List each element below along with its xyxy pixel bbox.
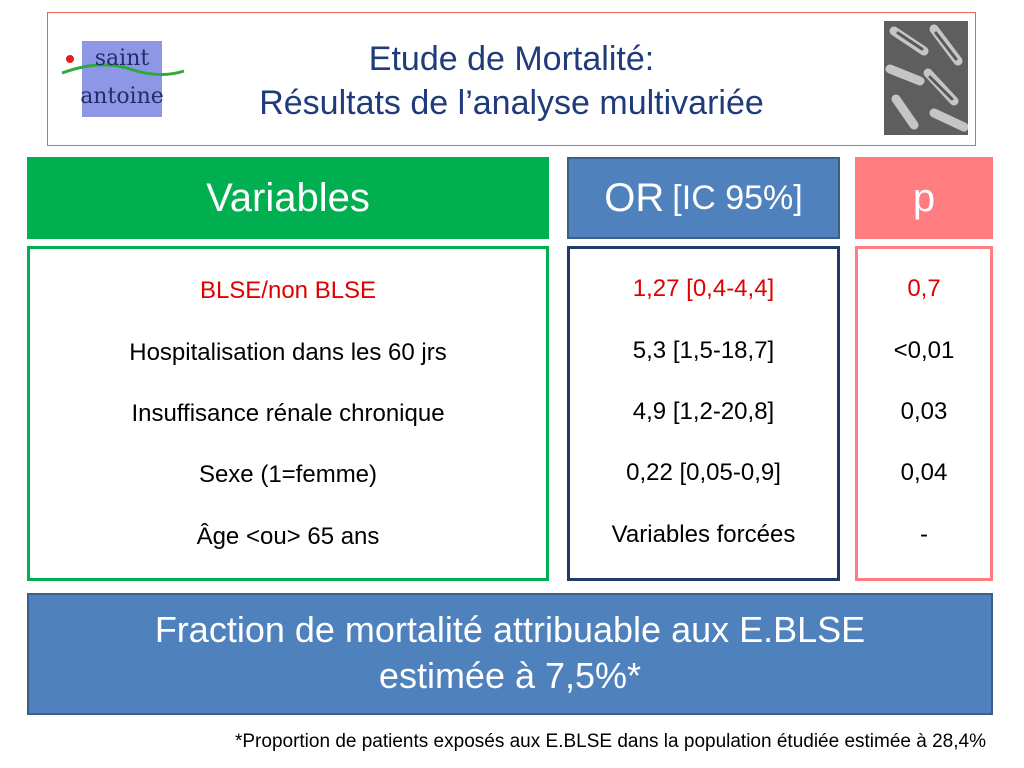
saint-antoine-logo: saint antoine [60, 41, 188, 121]
or-cell-2: 5,3 [1,5-18,7] [632, 337, 775, 364]
variables-column: BLSE/non BLSE Hospitalisation dans les 6… [27, 246, 549, 581]
variable-cell-5: Âge <ou> 65 ans [196, 523, 380, 550]
footnote: *Proportion de patients exposés aux E.BL… [234, 731, 986, 752]
title-box: saint antoine Etude de Mortalité: Résult… [47, 12, 976, 146]
result-line-2: estimée à 7,5%* [378, 655, 642, 696]
or-cell-3: 4,9 [1,2-20,8] [632, 398, 775, 425]
variables-header-label: Variables [206, 175, 370, 220]
p-cell-5: - [920, 521, 928, 548]
or-header-ci: [IC 95%] [672, 178, 803, 217]
p-cell-2: <0,01 [893, 337, 955, 364]
or-cell-1: 1,27 [0,4-4,4] [632, 275, 775, 302]
or-cell-4: 0,22 [0,05-0,9] [626, 459, 781, 486]
bacteria-photo [884, 21, 968, 135]
or-header: OR [IC 95%] [567, 157, 840, 239]
variable-cell-1: BLSE/non BLSE [199, 277, 377, 304]
p-cell-1: 0,7 [907, 275, 941, 302]
title-line-2: Résultats de l’analyse multivariée [259, 84, 764, 122]
result-line-1: Fraction de mortalité attribuable aux E.… [154, 609, 866, 650]
p-header: p [855, 157, 993, 239]
or-cell-5: Variables forcées [611, 521, 796, 548]
logo-text-antoine: antoine [80, 84, 164, 109]
variable-cell-4: Sexe (1=femme) [198, 461, 378, 488]
p-header-label: p [912, 175, 936, 220]
p-cell-3: 0,03 [900, 398, 948, 425]
variable-cell-3: Insuffisance rénale chronique [131, 400, 445, 427]
or-column: 1,27 [0,4-4,4] 5,3 [1,5-18,7] 4,9 [1,2-2… [567, 246, 840, 581]
logo-text-saint: saint [95, 46, 150, 71]
page-title: Etude de Mortalité: Résultats de l’analy… [48, 37, 975, 125]
p-cell-4: 0,04 [900, 459, 948, 486]
or-header-label: OR [604, 175, 665, 220]
title-line-1: Etude de Mortalité: [368, 40, 655, 78]
variable-cell-2: Hospitalisation dans les 60 jrs [129, 339, 447, 366]
variables-header: Variables [27, 157, 549, 239]
result-box: Fraction de mortalité attribuable aux E.… [27, 593, 993, 715]
p-column: 0,7 <0,01 0,03 0,04 - [855, 246, 993, 581]
